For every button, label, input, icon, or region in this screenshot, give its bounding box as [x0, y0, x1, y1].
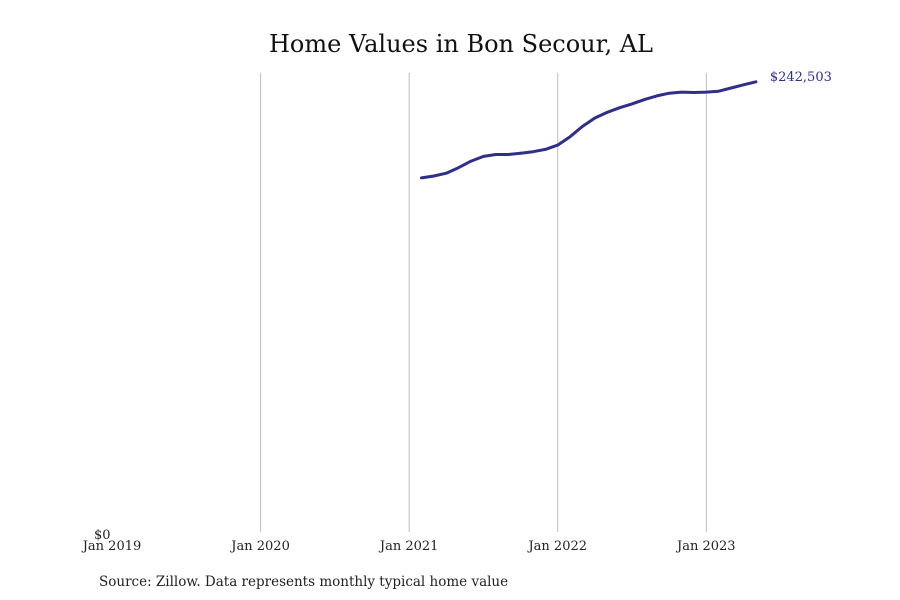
x-tick-label: Jan 2021: [378, 539, 439, 554]
series-end-label: $242,503: [770, 70, 832, 85]
source-note: Source: Zillow. Data represents monthly …: [99, 574, 508, 590]
chart-title: Home Values in Bon Secour, AL: [269, 30, 653, 58]
x-tick-label: Jan 2019: [81, 539, 142, 554]
x-tick-label: Jan 2020: [229, 539, 290, 554]
x-tick-label: Jan 2022: [526, 539, 587, 554]
y-tick-label-zero: $0: [94, 528, 111, 543]
gridlines: [260, 73, 707, 532]
x-axis-ticks: Jan 2019 Jan 2020 Jan 2021 Jan 2022 Jan 2023: [81, 539, 736, 554]
series-line: [420, 80, 758, 180]
x-tick-label: Jan 2023: [675, 539, 736, 554]
